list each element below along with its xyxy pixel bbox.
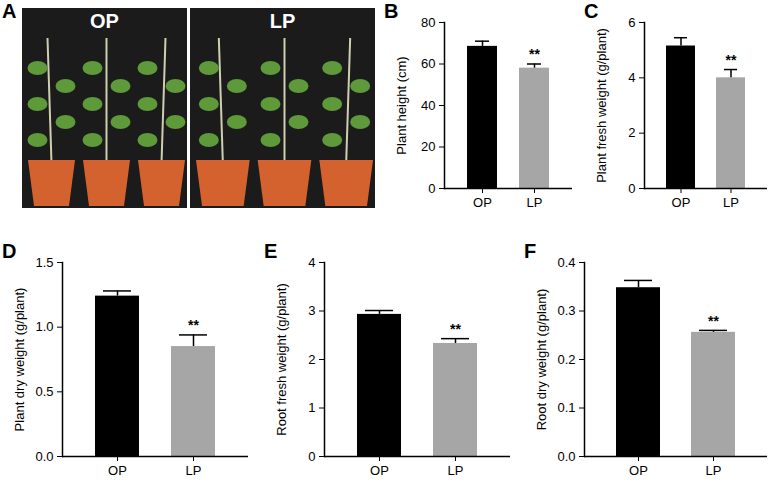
svg-text:LP: LP bbox=[527, 195, 543, 210]
svg-text:0.4: 0.4 bbox=[557, 255, 575, 270]
svg-text:OP: OP bbox=[473, 195, 492, 210]
svg-text:Plant height (cm): Plant height (cm) bbox=[394, 56, 409, 154]
svg-text:0.2: 0.2 bbox=[557, 352, 575, 367]
svg-text:0.5: 0.5 bbox=[35, 384, 53, 399]
svg-text:4: 4 bbox=[308, 255, 315, 270]
svg-text:0: 0 bbox=[308, 449, 315, 464]
svg-text:4: 4 bbox=[628, 70, 635, 85]
svg-text:0.0: 0.0 bbox=[557, 449, 575, 464]
html-text:F: F bbox=[524, 240, 537, 262]
svg-text:**: ** bbox=[726, 52, 737, 68]
svg-text:0: 0 bbox=[628, 181, 635, 196]
svg-text:2: 2 bbox=[308, 352, 315, 367]
svg-text:0.1: 0.1 bbox=[557, 400, 575, 415]
svg-text:Root fresh weight (g/plant): Root fresh weight (g/plant) bbox=[274, 283, 289, 435]
svg-text:Root dry weight (g/plant): Root dry weight (g/plant) bbox=[534, 289, 549, 431]
svg-text:Plant fresh weight (g/plant): Plant fresh weight (g/plant) bbox=[594, 28, 609, 183]
svg-text:OP: OP bbox=[629, 463, 648, 478]
svg-text:OP: OP bbox=[108, 463, 127, 478]
html-text:B: B bbox=[384, 0, 399, 22]
svg-text:0.0: 0.0 bbox=[35, 449, 53, 464]
html-text:E: E bbox=[264, 240, 278, 262]
svg-text:**: ** bbox=[708, 313, 719, 329]
html-text:LP: LP bbox=[269, 10, 296, 32]
svg-text:LP: LP bbox=[706, 463, 722, 478]
svg-text:**: ** bbox=[529, 46, 540, 62]
html-text:A: A bbox=[2, 0, 17, 22]
svg-text:LP: LP bbox=[723, 195, 739, 210]
svg-text:40: 40 bbox=[421, 98, 435, 113]
svg-text:LP: LP bbox=[448, 463, 464, 478]
svg-text:LP: LP bbox=[186, 463, 202, 478]
svg-text:3: 3 bbox=[308, 303, 315, 318]
svg-text:**: ** bbox=[188, 317, 199, 333]
svg-text:80: 80 bbox=[421, 15, 435, 30]
svg-text:**: ** bbox=[450, 321, 461, 337]
svg-text:20: 20 bbox=[421, 139, 435, 154]
svg-text:6: 6 bbox=[628, 15, 635, 30]
svg-text:60: 60 bbox=[421, 56, 435, 71]
svg-text:1.0: 1.0 bbox=[35, 319, 53, 334]
svg-text:0: 0 bbox=[428, 181, 435, 196]
svg-text:2: 2 bbox=[628, 125, 635, 140]
svg-text:OP: OP bbox=[672, 195, 691, 210]
svg-text:OP: OP bbox=[370, 463, 389, 478]
svg-text:Plant dry weight (g/plant): Plant dry weight (g/plant) bbox=[12, 288, 27, 432]
html-text:C: C bbox=[584, 0, 599, 22]
html-text:D: D bbox=[2, 240, 17, 262]
html-text:OP: OP bbox=[90, 10, 119, 32]
svg-text:0.3: 0.3 bbox=[557, 303, 575, 318]
svg-text:1: 1 bbox=[308, 400, 315, 415]
svg-text:1.5: 1.5 bbox=[35, 255, 53, 270]
